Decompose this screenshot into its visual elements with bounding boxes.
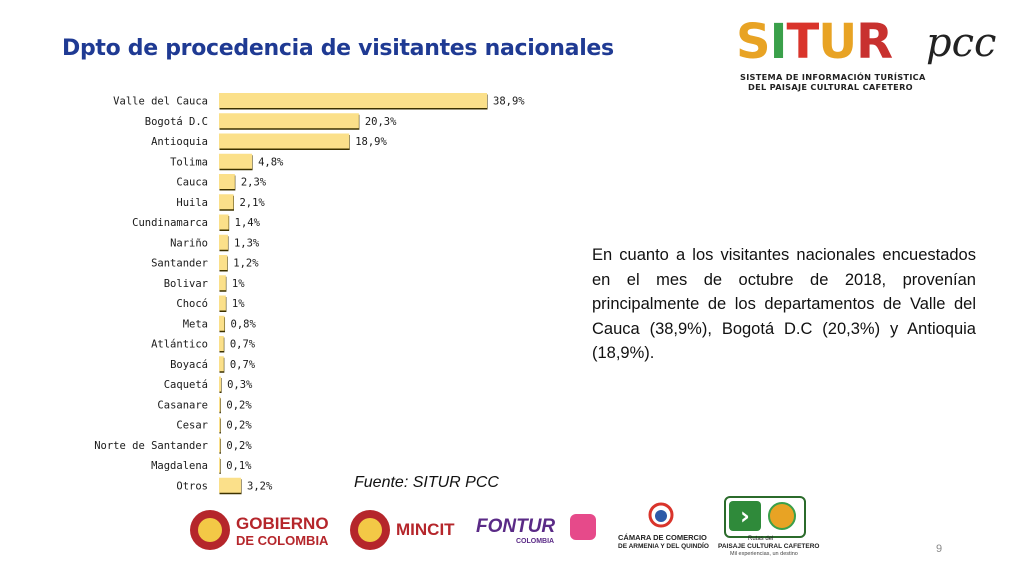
rutas-pcc-logo: › Rutas del PAISAJE CULTURAL CAFETERO Mi… [716, 494, 820, 560]
fontur-label: FONTUR [476, 516, 556, 537]
data-label: 2,3% [241, 177, 267, 189]
data-label: 1,3% [234, 237, 260, 249]
bar [219, 133, 350, 149]
category-label: Santander [151, 258, 208, 270]
bar [219, 194, 234, 210]
category-label: Caquetá [164, 379, 208, 391]
bar [219, 153, 253, 169]
bar-chart: Valle del Cauca 38,9% Bogotá D.C 20,3% Antio… [94, 93, 525, 495]
slide-title: Dpto de procedencia de visitantes nacion… [62, 36, 614, 61]
category-label: Cundinamarca [132, 217, 208, 229]
bar [219, 396, 221, 412]
bar [219, 234, 228, 250]
data-label: 0,2% [226, 440, 252, 452]
situr-wordmark: SITUR [736, 12, 893, 72]
arrow-right-icon: › [729, 501, 761, 531]
data-label: 0,2% [226, 420, 252, 432]
bar [219, 275, 226, 291]
summary-paragraph: En cuanto a los visitantes nacionales en… [592, 246, 976, 362]
data-label: 38,9% [493, 96, 525, 108]
coffee-emblem-icon [768, 502, 796, 530]
bar [219, 356, 224, 372]
bar [219, 214, 229, 230]
logo-tagline-1: SISTEMA DE INFORMACIÓN TURÍSTICA [740, 72, 926, 82]
fontur-logo: FONTUR COLOMBIA [476, 500, 601, 560]
bar [219, 336, 224, 351]
bar [219, 477, 242, 493]
category-label: Cesar [176, 420, 208, 432]
data-label: 1,2% [233, 258, 259, 270]
data-label: 4,8% [258, 156, 284, 168]
logo-letter: S [736, 14, 771, 70]
data-label: 1% [232, 278, 245, 290]
rutas-line-3: Mil experiencias, un destino [730, 551, 798, 557]
data-label: 20,3% [365, 116, 397, 128]
camara-comercio-logo: CÁMARA DE COMERCIO DE ARMENIA Y DEL QUIN… [614, 500, 714, 560]
co-badge-icon [570, 514, 596, 540]
data-label: 0,3% [227, 379, 253, 391]
logo-letter: R [856, 14, 893, 70]
gobierno-logo: GOBIERNO DE COLOMBIA [190, 500, 340, 560]
rutas-frame: › [724, 496, 806, 538]
page-number: 9 [936, 543, 943, 555]
camara-line-2: DE ARMENIA Y DEL QUINDÍO [618, 543, 709, 550]
fontur-sub: COLOMBIA [516, 538, 555, 545]
bar [219, 93, 487, 108]
data-label: 18,9% [355, 136, 387, 148]
category-label: Chocó [176, 298, 208, 310]
category-label: Atlántico [151, 339, 208, 351]
colombia-seal-icon [190, 510, 230, 550]
bar [219, 113, 359, 129]
data-label: 0,2% [226, 399, 252, 411]
logo-tagline: SISTEMA DE INFORMACIÓN TURÍSTICA DEL PAI… [740, 72, 926, 92]
category-label: Huila [176, 197, 208, 209]
category-label: Otros [176, 480, 208, 492]
data-label: 0,8% [231, 318, 257, 330]
category-label: Nariño [170, 237, 208, 249]
logo-tagline-2: DEL PAISAJE CULTURAL CAFETERO [748, 82, 913, 92]
source-note: Fuente: SITUR PCC [354, 474, 499, 491]
data-label: 3,2% [247, 480, 273, 492]
category-label: Antioquia [151, 136, 208, 148]
category-label: Valle del Cauca [113, 96, 208, 108]
camara-emblem-icon [648, 502, 674, 528]
camara-line-1: CÁMARA DE COMERCIO [618, 533, 707, 542]
bar [219, 174, 235, 189]
bar [219, 437, 221, 453]
bar [219, 295, 226, 311]
bar [219, 255, 228, 270]
gobierno-line-2: DE COLOMBIA [236, 533, 329, 548]
data-label: 1% [232, 298, 245, 310]
colombia-seal-icon [350, 510, 390, 550]
category-label: Magdalena [151, 460, 208, 472]
category-label: Bolivar [164, 278, 208, 290]
logo-letter: U [818, 14, 857, 70]
data-label: 0,7% [230, 359, 256, 371]
category-label: Cauca [176, 177, 208, 189]
data-label: 0,1% [226, 460, 252, 472]
situr-pcc-logo: SITUR pcc SISTEMA DE INFORMACIÓN TURÍSTI… [736, 12, 1006, 92]
bar [219, 417, 221, 432]
category-label: Casanare [157, 399, 208, 411]
category-label: Boyacá [170, 359, 208, 371]
mincit-logo: MINCIT [350, 500, 465, 560]
mincit-label: MINCIT [396, 520, 455, 539]
bar [219, 315, 225, 331]
rutas-line-2: PAISAJE CULTURAL CAFETERO [718, 543, 820, 550]
rutas-line-1: Rutas del [748, 536, 774, 542]
data-label: 1,4% [235, 217, 261, 229]
logo-suffix: pcc [926, 20, 997, 66]
gobierno-line-1: GOBIERNO [236, 514, 329, 533]
category-label: Meta [183, 318, 208, 330]
bar [219, 457, 221, 473]
logo-letter: I [769, 14, 788, 70]
data-label: 0,7% [230, 339, 256, 351]
logo-letter: T [786, 14, 819, 70]
bar [219, 376, 222, 392]
category-label: Tolima [170, 156, 208, 168]
category-label: Norte de Santander [94, 440, 208, 452]
category-label: Bogotá D.C [145, 116, 208, 128]
data-label: 2,1% [239, 197, 265, 209]
